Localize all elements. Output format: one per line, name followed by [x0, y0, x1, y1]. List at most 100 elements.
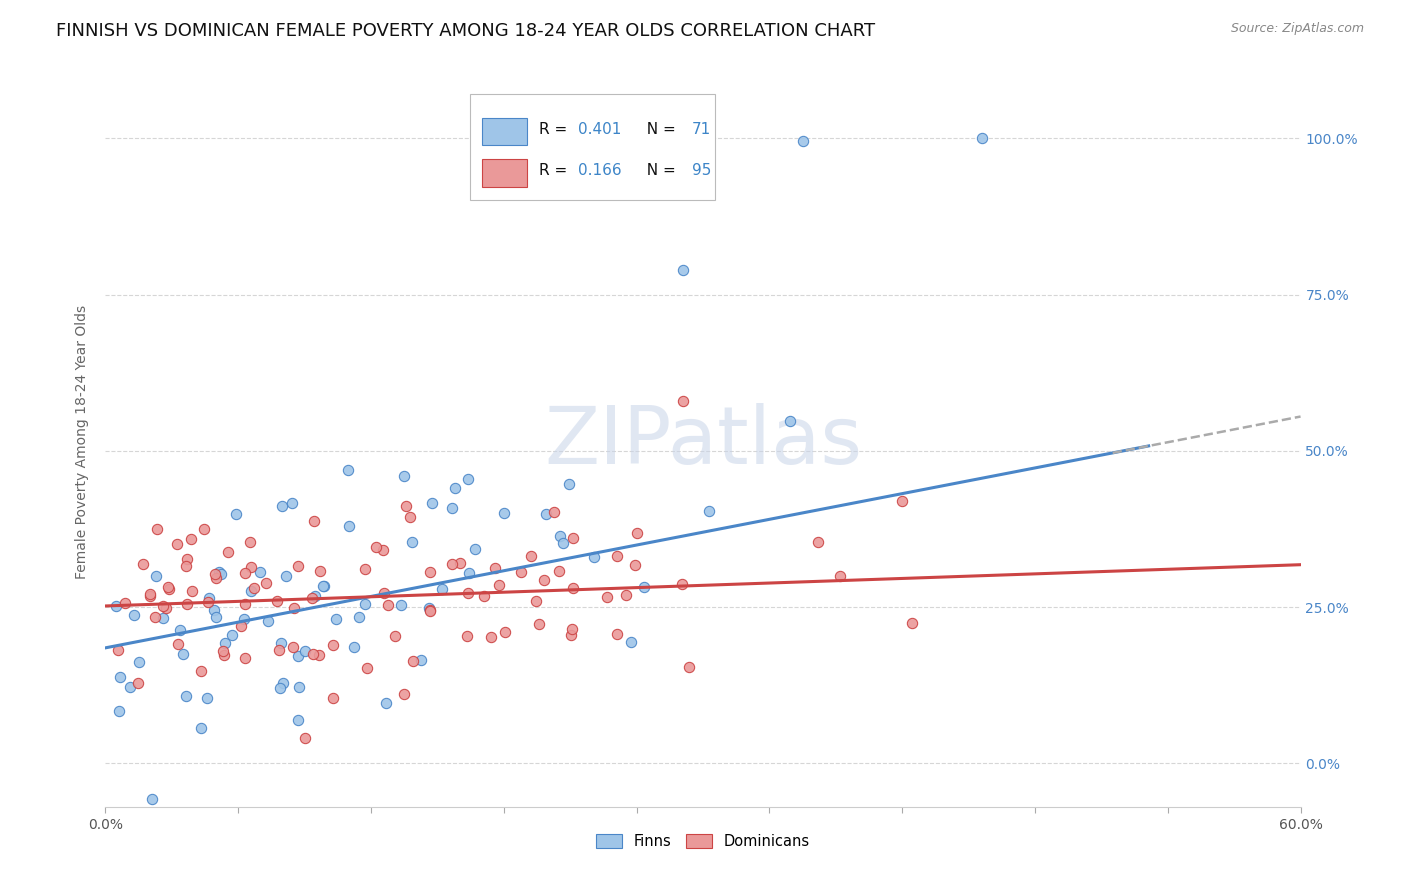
Point — [283, 640, 305, 655]
Point — [697, 503, 720, 517]
Point — [456, 629, 478, 643]
Point — [441, 500, 464, 515]
Point — [562, 531, 585, 545]
Point — [792, 135, 814, 149]
Point — [527, 616, 550, 631]
Point — [309, 564, 332, 578]
Point — [457, 472, 479, 486]
Point — [193, 522, 215, 536]
Point — [225, 507, 247, 521]
Point — [392, 469, 415, 483]
Point — [240, 560, 263, 574]
Y-axis label: Female Poverty Among 18-24 Year Olds: Female Poverty Among 18-24 Year Olds — [76, 304, 90, 579]
Point — [494, 506, 516, 520]
Point — [560, 627, 582, 641]
Point — [464, 541, 486, 556]
Point — [271, 676, 294, 690]
Point — [128, 655, 150, 669]
Point — [443, 481, 465, 495]
Point — [551, 536, 574, 550]
Point — [114, 596, 136, 610]
Point — [356, 661, 378, 675]
Point — [172, 647, 194, 661]
Point — [276, 569, 298, 583]
Point — [214, 636, 236, 650]
Point — [198, 591, 221, 605]
Point — [152, 599, 174, 614]
Point — [152, 611, 174, 625]
Point — [807, 535, 830, 549]
Point — [204, 566, 226, 581]
Point — [205, 571, 228, 585]
Point — [108, 704, 131, 718]
Point — [174, 558, 197, 573]
Text: N =: N = — [637, 121, 681, 136]
Point — [212, 648, 235, 662]
Point — [207, 565, 229, 579]
Point — [484, 561, 506, 575]
Point — [336, 463, 359, 477]
Point — [195, 690, 218, 705]
Point — [418, 601, 440, 615]
Point — [233, 651, 256, 665]
Point — [217, 545, 239, 559]
Point — [322, 690, 344, 705]
Point — [900, 616, 922, 631]
Text: R =: R = — [540, 121, 572, 136]
Point — [233, 566, 256, 581]
Point — [301, 591, 323, 606]
Point — [301, 647, 323, 661]
Point — [157, 580, 180, 594]
Point — [304, 590, 326, 604]
Point — [614, 588, 637, 602]
Point — [392, 687, 415, 701]
Text: 0.401: 0.401 — [578, 121, 621, 136]
Point — [257, 614, 280, 628]
Point — [395, 499, 418, 513]
Point — [249, 566, 271, 580]
Point — [270, 499, 292, 513]
Point — [269, 643, 291, 657]
Point — [402, 654, 425, 668]
Point — [371, 543, 394, 558]
Point — [108, 670, 131, 684]
Point — [373, 585, 395, 599]
Point — [374, 696, 396, 710]
Point — [779, 414, 801, 428]
FancyBboxPatch shape — [482, 118, 527, 145]
Point — [384, 629, 406, 643]
Point — [240, 584, 263, 599]
Point — [970, 131, 993, 145]
Point — [232, 612, 254, 626]
Point — [229, 618, 252, 632]
Point — [190, 664, 212, 678]
Point — [166, 537, 188, 551]
Point — [449, 556, 471, 570]
Text: ZIPatlas: ZIPatlas — [544, 402, 862, 481]
Text: N =: N = — [637, 163, 681, 178]
Point — [143, 610, 166, 624]
Point — [197, 595, 219, 609]
Point — [141, 792, 163, 806]
Point — [294, 644, 316, 658]
Point — [548, 529, 571, 543]
Point — [458, 566, 481, 581]
Point — [422, 496, 444, 510]
Point — [626, 525, 648, 540]
Point — [830, 569, 852, 583]
Point — [440, 557, 463, 571]
Point — [543, 505, 565, 519]
Point — [209, 566, 232, 581]
Point — [596, 590, 619, 604]
Point — [139, 589, 162, 603]
Point — [308, 648, 330, 662]
Point — [547, 564, 569, 578]
Point — [287, 648, 309, 663]
Point — [325, 612, 347, 626]
Point — [419, 604, 441, 618]
Legend: Finns, Dominicans: Finns, Dominicans — [591, 828, 815, 855]
Point — [176, 552, 198, 566]
Point — [312, 579, 335, 593]
Point — [633, 580, 655, 594]
Point — [254, 576, 277, 591]
